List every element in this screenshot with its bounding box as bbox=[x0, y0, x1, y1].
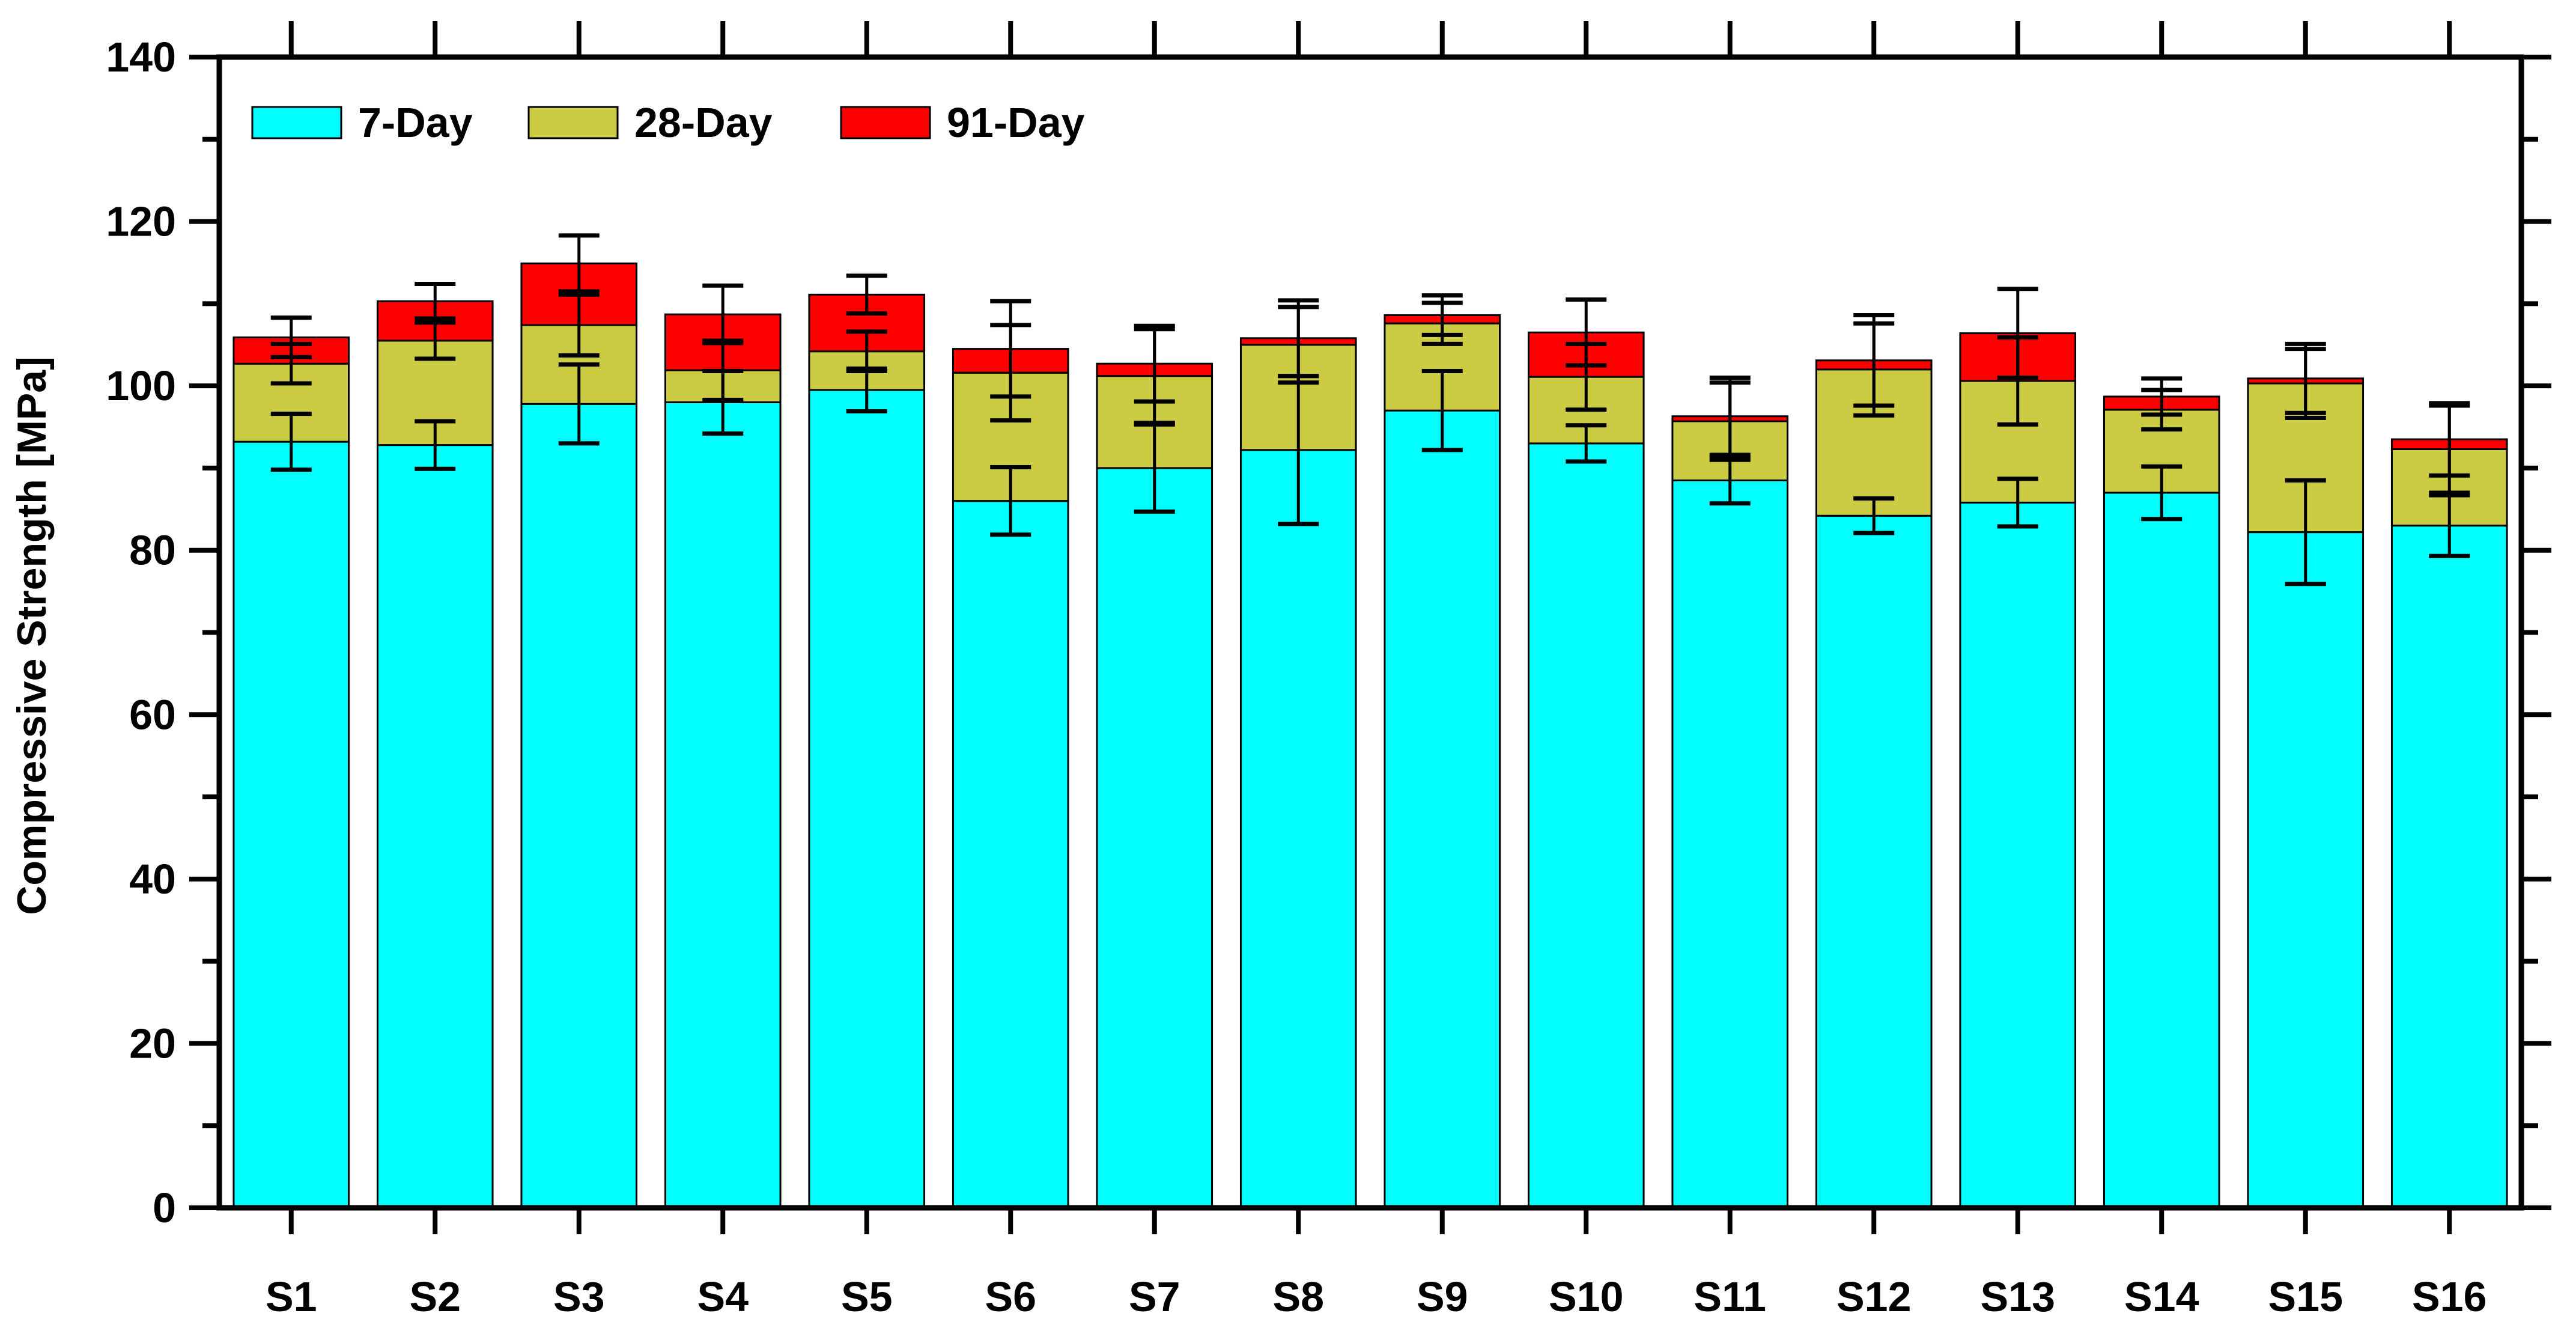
legend-label-7-day: 7-Day bbox=[358, 99, 473, 146]
bar-s15-7-day bbox=[2247, 531, 2365, 1209]
x-tick-label-s4: S4 bbox=[697, 1273, 749, 1320]
x-tick-label-s6: S6 bbox=[985, 1273, 1036, 1320]
legend-label-91-day: 91-Day bbox=[947, 99, 1085, 146]
x-tick-label-s5: S5 bbox=[841, 1273, 893, 1320]
bar-s10-7-day bbox=[1527, 442, 1645, 1209]
legend: 7-Day 28-Day 91-Day bbox=[251, 99, 1085, 146]
axes-layer bbox=[189, 21, 2551, 1234]
y-tick-label-80: 80 bbox=[129, 527, 176, 574]
bar-s6-7-day bbox=[952, 500, 1069, 1209]
y-tick-label-100: 100 bbox=[106, 362, 176, 409]
x-tick-label-s10: S10 bbox=[1549, 1273, 1624, 1320]
x-tick-label-s11: S11 bbox=[1694, 1273, 1766, 1320]
legend-swatch-91-day bbox=[840, 106, 931, 139]
bar-s13-7-day bbox=[1959, 501, 2077, 1209]
bars-layer bbox=[232, 262, 2508, 1209]
bar-s8-7-day bbox=[1239, 449, 1357, 1209]
x-tick-label-s14: S14 bbox=[2124, 1273, 2199, 1320]
bar-s14-7-day bbox=[2103, 492, 2220, 1209]
legend-swatch-28-day bbox=[527, 106, 619, 139]
y-tick-label-140: 140 bbox=[106, 34, 176, 81]
y-tick-label-40: 40 bbox=[129, 856, 176, 903]
bar-s7-7-day bbox=[1096, 467, 1214, 1209]
y-axis-label: Compressive Strength [MPa] bbox=[9, 356, 55, 915]
bar-s12-7-day bbox=[1815, 514, 1933, 1209]
x-tick-label-s2: S2 bbox=[409, 1273, 461, 1320]
y-tick-label-20: 20 bbox=[129, 1020, 176, 1067]
error-bars-layer bbox=[270, 233, 2470, 586]
labels-layer: Compressive Strength [MPa] 0 20 40 60 80 100 1… bbox=[9, 34, 2487, 1320]
x-tick-label-s7: S7 bbox=[1129, 1273, 1180, 1320]
y-tick-label-0: 0 bbox=[153, 1184, 176, 1231]
x-tick-label-s9: S9 bbox=[1417, 1273, 1468, 1320]
x-tick-label-s12: S12 bbox=[1836, 1273, 1912, 1320]
bar-s3-7-day bbox=[520, 403, 638, 1209]
x-tick-label-s15: S15 bbox=[2268, 1273, 2343, 1320]
x-tick-label-s3: S3 bbox=[553, 1273, 605, 1320]
x-tick-label-s13: S13 bbox=[1980, 1273, 2055, 1320]
y-tick-label-60: 60 bbox=[129, 691, 176, 738]
bar-s2-7-day bbox=[376, 444, 494, 1209]
bar-s5-7-day bbox=[808, 389, 926, 1209]
y-tick-label-120: 120 bbox=[106, 198, 176, 245]
legend-swatch-7-day bbox=[251, 106, 342, 139]
bar-s9-7-day bbox=[1384, 409, 1501, 1209]
bar-s1-7-day bbox=[232, 440, 350, 1209]
bar-s16-7-day bbox=[2390, 525, 2508, 1209]
x-tick-label-s8: S8 bbox=[1272, 1273, 1324, 1320]
bar-s11-7-day bbox=[1671, 479, 1789, 1209]
bar-s4-7-day bbox=[664, 401, 782, 1209]
x-tick-label-s1: S1 bbox=[266, 1273, 317, 1320]
legend-label-28-day: 28-Day bbox=[634, 99, 773, 146]
x-tick-label-s16: S16 bbox=[2412, 1273, 2487, 1320]
